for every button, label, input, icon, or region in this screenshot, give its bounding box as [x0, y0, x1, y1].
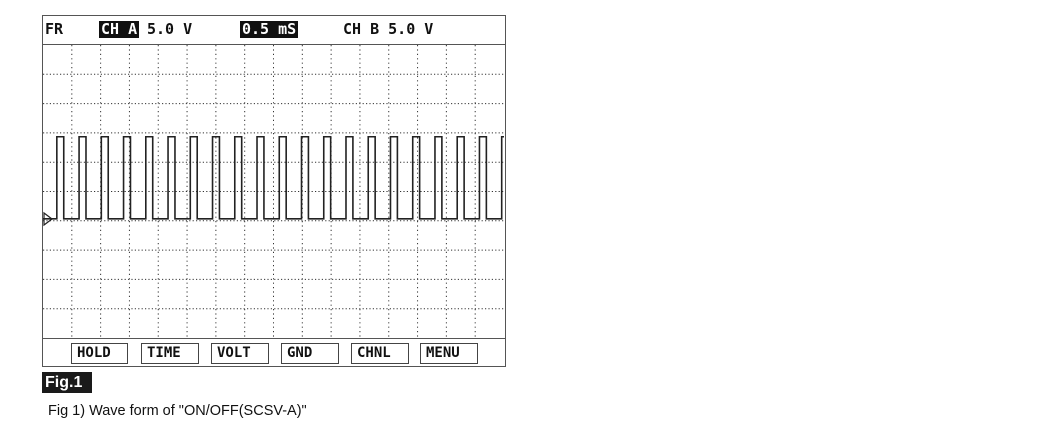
menu-button[interactable]: MENU [420, 343, 478, 364]
time-button[interactable]: TIME [141, 343, 199, 364]
figure-label: Fig.1 [42, 372, 92, 393]
waveform-plot [43, 45, 504, 338]
hold-button[interactable]: HOLD [71, 343, 128, 364]
oscilloscope-screen: FR CH A 5.0 V 0.5 mS CH B 5.0 V HOLD TIM… [42, 15, 506, 367]
volt-button[interactable]: VOLT [211, 343, 269, 364]
timebase: 0.5 mS [240, 20, 299, 38]
channel-a-scale: 5.0 V [147, 20, 193, 38]
mode-label: FR [45, 20, 64, 38]
gnd-button[interactable]: GND [281, 343, 339, 364]
channel-a-trace [43, 135, 504, 220]
grid [43, 45, 504, 338]
channel-a-label: CH A [99, 20, 140, 38]
channel-b-scale: CH B 5.0 V [343, 20, 434, 38]
status-bar: FR CH A 5.0 V 0.5 mS CH B 5.0 V [43, 16, 505, 45]
figure-caption: Fig 1) Wave form of "ON/OFF(SCSV-A)" [48, 403, 307, 419]
button-bar: HOLD TIME VOLT GND CHNL MENU [43, 338, 505, 366]
chnl-button[interactable]: CHNL [351, 343, 409, 364]
